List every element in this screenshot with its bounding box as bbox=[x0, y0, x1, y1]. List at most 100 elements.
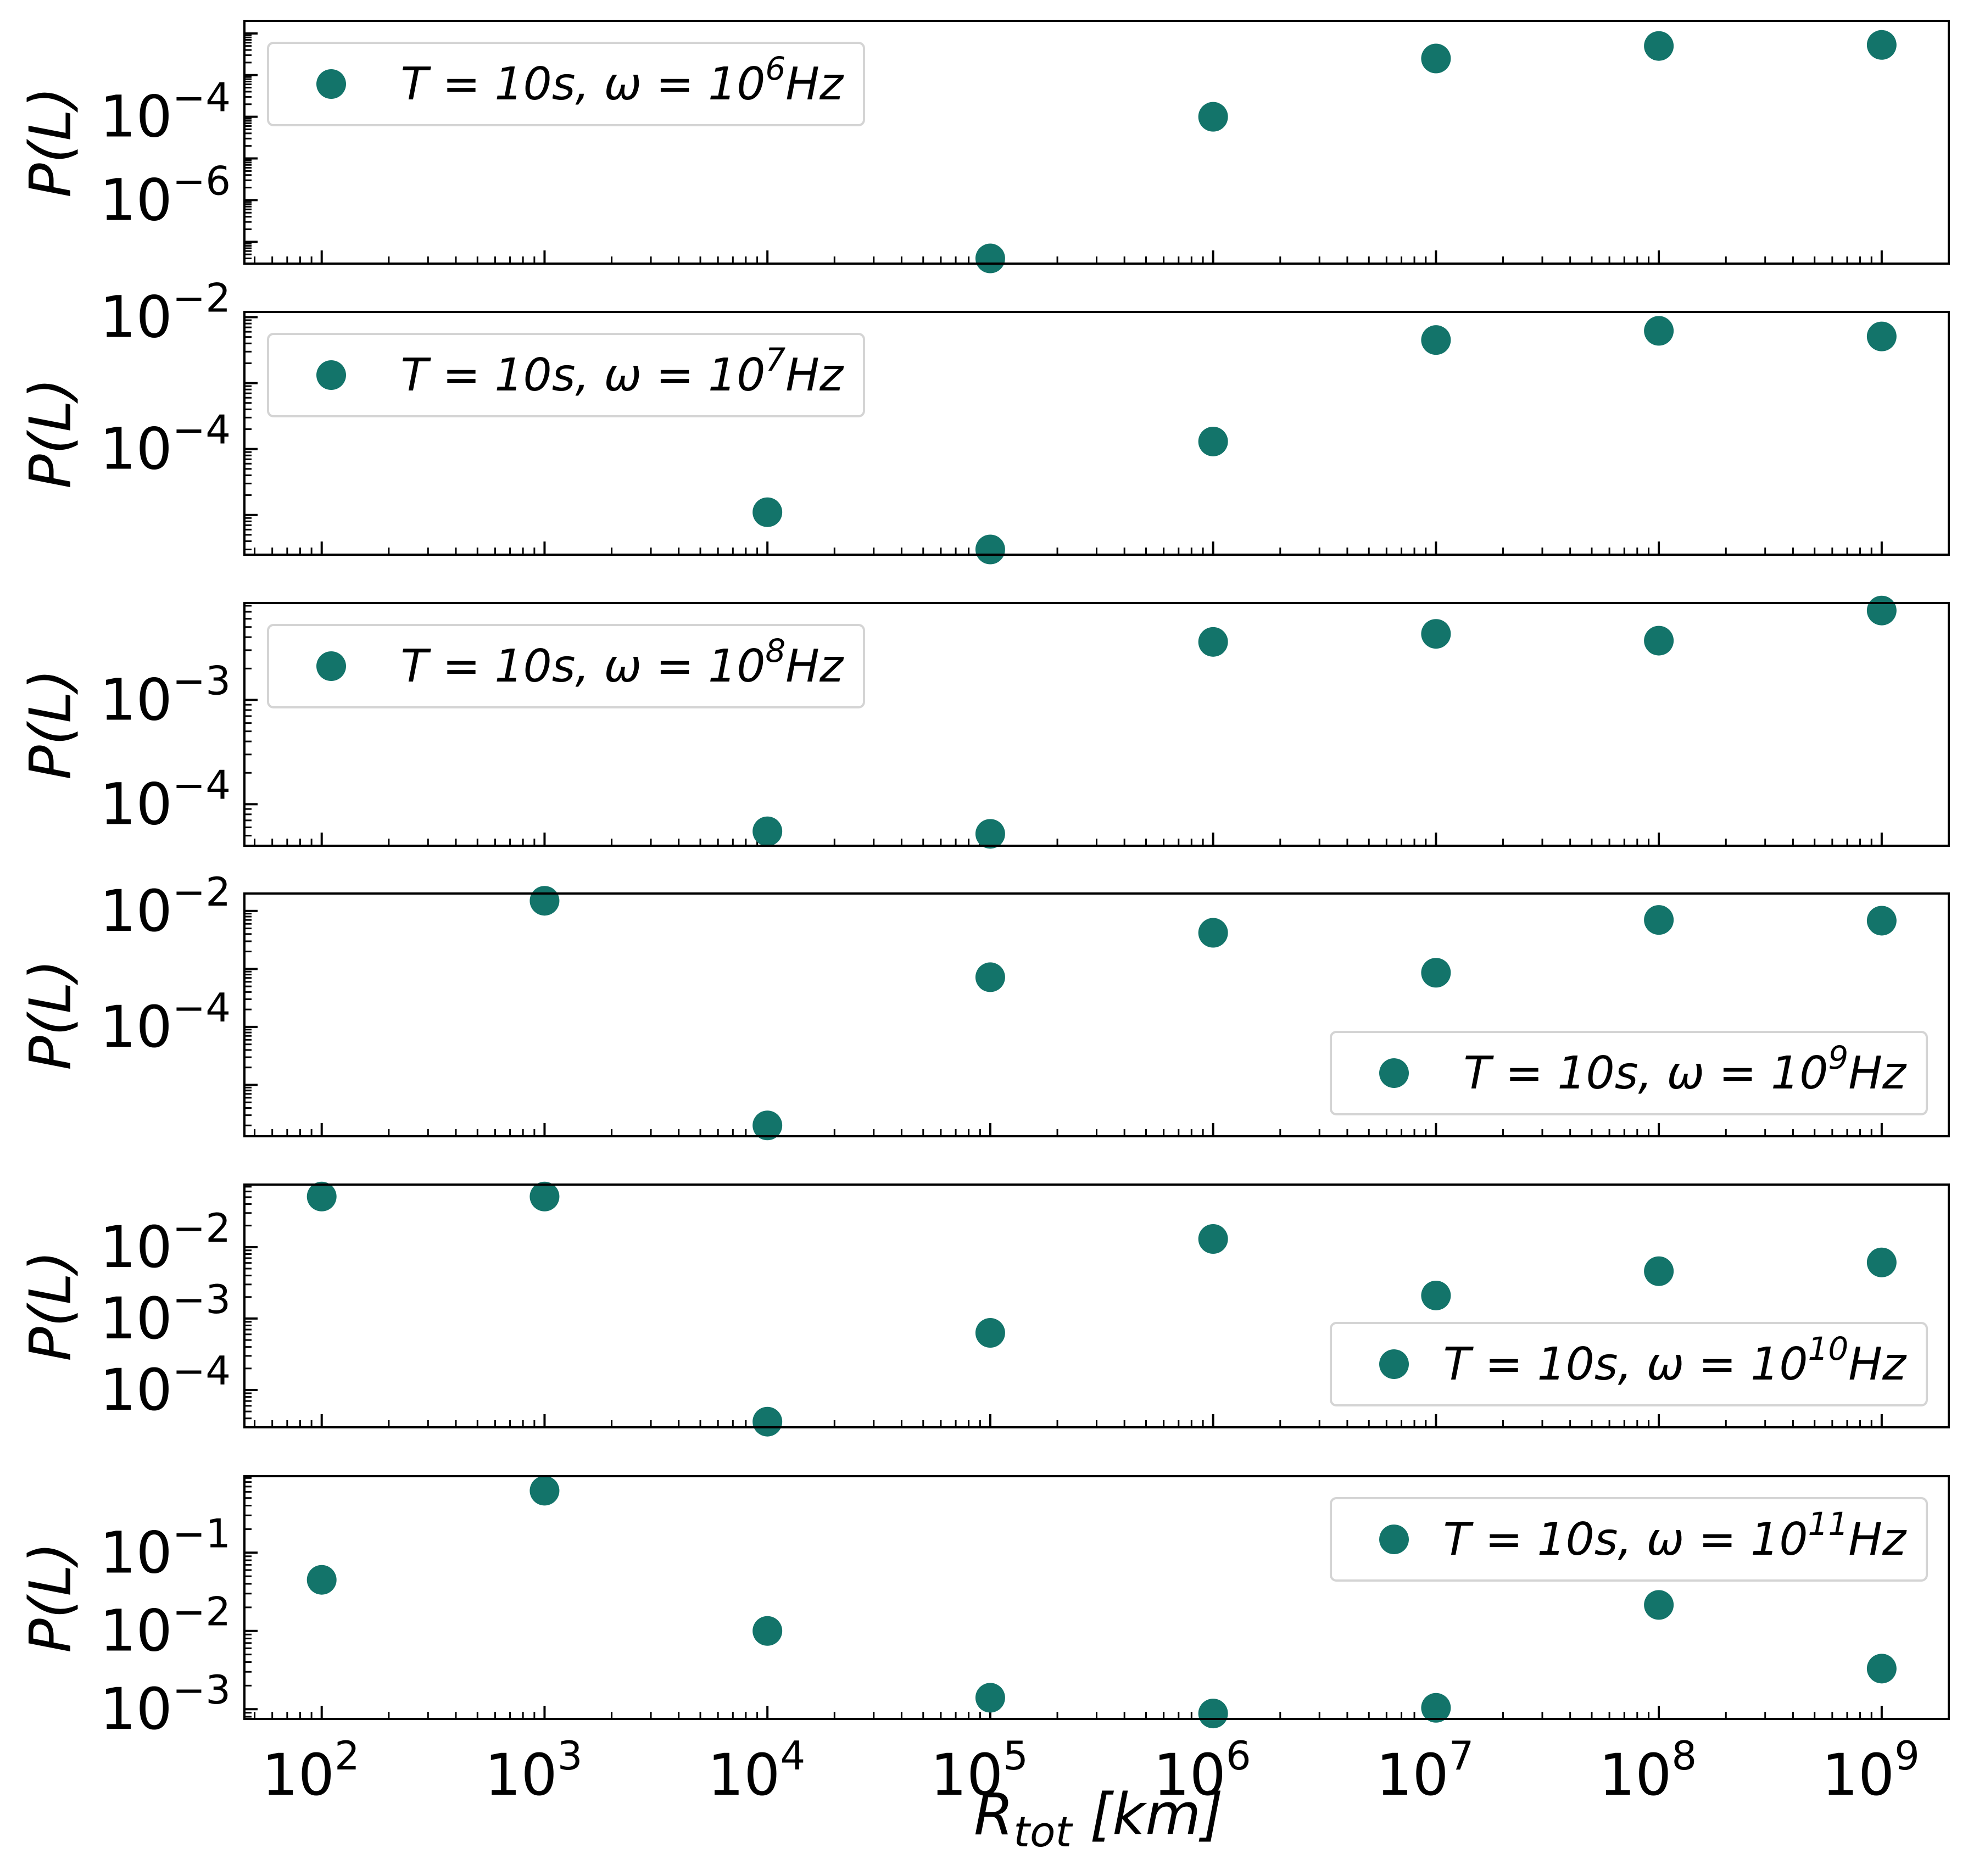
data-point bbox=[1421, 1280, 1451, 1310]
y-tick-label: 10−2 bbox=[100, 1205, 231, 1281]
legend-box bbox=[267, 42, 865, 126]
series-points bbox=[306, 1181, 1897, 1437]
y-ticks bbox=[244, 20, 258, 265]
subplot-5: 10−410−310−2P(L) T = 10s, ω = 1010Hz bbox=[17, 1181, 1950, 1437]
data-point bbox=[752, 1616, 783, 1646]
data-point bbox=[752, 1110, 783, 1141]
subplot-3: 10−4 10−3P(L) T = 10s, ω = 108Hz bbox=[17, 595, 1950, 849]
y-tick-label: 10−6 bbox=[100, 158, 231, 233]
x-axis-label-unit: [km] bbox=[1072, 1781, 1223, 1848]
data-point bbox=[975, 1683, 1005, 1713]
legend-marker bbox=[316, 651, 346, 681]
data-point bbox=[529, 1181, 560, 1211]
legend: T = 10s, ω = 106Hz bbox=[267, 42, 865, 126]
data-point bbox=[1198, 426, 1228, 456]
legend-box bbox=[267, 624, 865, 708]
x-tick-label: 102 bbox=[262, 1733, 360, 1808]
data-point bbox=[1866, 1654, 1897, 1684]
x-axis-label-subscript: tot bbox=[1013, 1807, 1073, 1856]
x-axis-label: Rtot [km] bbox=[974, 1781, 1223, 1856]
x-tick-label: 105 bbox=[930, 1733, 1028, 1808]
data-point bbox=[1421, 619, 1451, 649]
data-point bbox=[1644, 1256, 1674, 1286]
legend-box bbox=[1330, 1322, 1928, 1406]
x-tick-label: 104 bbox=[707, 1733, 805, 1808]
axes-frame bbox=[243, 1475, 1950, 1720]
subplot-4: 10−4 10−2P(L) T = 10s, ω = 109Hz bbox=[17, 869, 1950, 1141]
data-point bbox=[1866, 30, 1897, 60]
y-tick-label: 10−2 bbox=[100, 275, 231, 351]
legend: T = 10s, ω = 108Hz bbox=[267, 624, 865, 708]
y-ticks bbox=[244, 605, 258, 847]
legend-label: T = 10s, ω = 109Hz bbox=[1463, 1039, 1907, 1099]
legend: T = 10s, ω = 107Hz bbox=[267, 333, 865, 417]
y-tick-label: 10−4 bbox=[100, 1348, 231, 1423]
data-point bbox=[752, 497, 783, 527]
axes-frame bbox=[243, 20, 1950, 265]
legend-marker bbox=[1379, 1058, 1409, 1088]
y-ticks bbox=[244, 1186, 258, 1428]
x-tick-label: 108 bbox=[1599, 1733, 1697, 1808]
y-tick-label: 10−4 bbox=[100, 762, 231, 838]
data-point bbox=[752, 1406, 783, 1437]
x-ticks bbox=[254, 1706, 1950, 1719]
series-points bbox=[752, 595, 1897, 849]
legend-box bbox=[1330, 1031, 1928, 1115]
y-tick-label: 10−3 bbox=[100, 658, 231, 734]
y-axis-label: P(L) bbox=[17, 669, 84, 780]
x-ticks bbox=[254, 1414, 1950, 1427]
subplot-stack: 10−610−4P(L)T = 10s, ω = 106Hz10−410−2P(… bbox=[17, 20, 1950, 1808]
data-point bbox=[975, 1318, 1005, 1348]
data-point bbox=[1198, 627, 1228, 657]
series-points bbox=[975, 30, 1897, 273]
y-tick-label: 10−2 bbox=[100, 1589, 231, 1665]
data-point bbox=[1198, 918, 1228, 948]
subplot-2: 10−4 10−2P(L) T = 10s, ω = 107Hz bbox=[17, 275, 1950, 565]
data-point bbox=[1644, 626, 1674, 656]
legend-label: T = 10s, ω = 107Hz bbox=[400, 341, 844, 401]
data-point bbox=[1644, 1590, 1674, 1620]
data-point bbox=[1421, 325, 1451, 355]
data-point bbox=[1866, 1247, 1897, 1277]
data-point bbox=[1644, 31, 1674, 61]
subplot-6: 10−310−210−1P(L) T = 10s, ω = 1011Hz 102 10… bbox=[17, 1475, 1950, 1808]
data-point bbox=[1644, 905, 1674, 935]
data-point bbox=[975, 819, 1005, 849]
data-point bbox=[1198, 1224, 1228, 1254]
y-tick-label: 10−3 bbox=[100, 1276, 231, 1352]
data-point bbox=[1198, 102, 1228, 132]
y-tick-label: 10−4 bbox=[100, 75, 231, 150]
axes-frame bbox=[243, 311, 1950, 556]
x-ticks bbox=[254, 250, 1950, 264]
data-point bbox=[1421, 43, 1451, 74]
legend-marker bbox=[1379, 1525, 1409, 1554]
y-axis-label: P(L) bbox=[17, 959, 84, 1070]
y-tick-label: 10−2 bbox=[100, 869, 231, 945]
x-tick-label: 107 bbox=[1376, 1733, 1474, 1808]
axes-frame bbox=[243, 892, 1950, 1137]
data-point bbox=[1866, 321, 1897, 351]
legend-label: T = 10s, ω = 106Hz bbox=[400, 50, 844, 110]
legend: T = 10s, ω = 1010Hz bbox=[1330, 1322, 1928, 1406]
series-points bbox=[752, 316, 1897, 565]
y-axis-label: P(L) bbox=[17, 1250, 84, 1361]
legend-box bbox=[267, 333, 865, 417]
y-ticks bbox=[244, 1477, 258, 1718]
y-ticks bbox=[244, 316, 258, 550]
legend-label: T = 10s, ω = 108Hz bbox=[400, 632, 844, 693]
y-ticks bbox=[244, 892, 258, 1126]
legend-marker bbox=[316, 360, 346, 390]
legend: T = 10s, ω = 1011Hz bbox=[1330, 1497, 1928, 1582]
axes-frame bbox=[243, 1183, 1950, 1428]
x-ticks bbox=[254, 541, 1950, 555]
data-point bbox=[975, 962, 1005, 992]
data-point bbox=[975, 534, 1005, 565]
data-point bbox=[1644, 316, 1674, 346]
x-tick-label: 106 bbox=[1153, 1733, 1251, 1808]
legend: T = 10s, ω = 109Hz bbox=[1330, 1031, 1928, 1115]
y-tick-label: 10−3 bbox=[100, 1667, 231, 1743]
data-point bbox=[752, 816, 783, 846]
data-point bbox=[306, 1565, 337, 1595]
legend-label: T = 10s, ω = 1011Hz bbox=[1443, 1505, 1907, 1566]
